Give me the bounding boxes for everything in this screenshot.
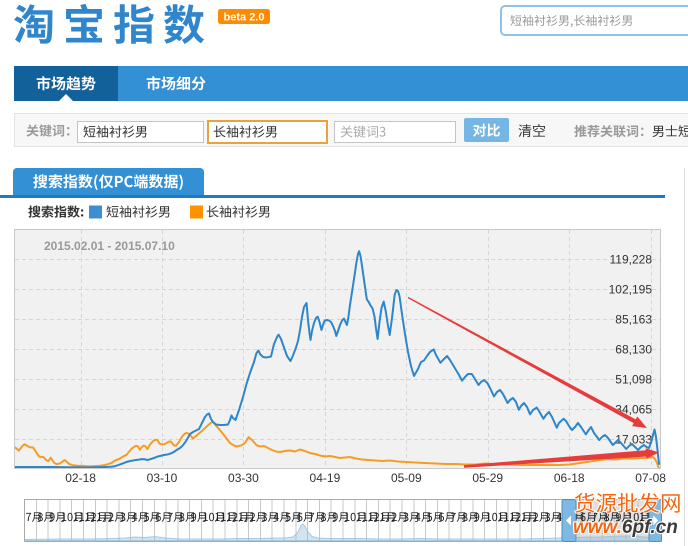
svg-text:07-08: 07-08	[635, 471, 666, 485]
svg-text:02-18: 02-18	[65, 471, 96, 485]
svg-text:beta 2.0: beta 2.0	[224, 12, 265, 24]
svg-text:2015.02.01 - 2015.07.10: 2015.02.01 - 2015.07.10	[44, 239, 175, 253]
svg-text:04-19: 04-19	[310, 471, 341, 485]
svg-text:85,163: 85,163	[615, 313, 652, 327]
svg-text:05-29: 05-29	[472, 471, 503, 485]
svg-text:03-30: 03-30	[228, 471, 259, 485]
svg-text:www.6pf.cn: www.6pf.cn	[573, 517, 678, 538]
svg-text:68,130: 68,130	[615, 343, 652, 357]
svg-text:119,228: 119,228	[610, 253, 653, 267]
svg-text:51,098: 51,098	[615, 373, 652, 387]
svg-text:17,033: 17,033	[615, 433, 652, 447]
svg-text:102,195: 102,195	[609, 283, 653, 297]
svg-text:03-10: 03-10	[147, 471, 178, 485]
svg-text:05-09: 05-09	[391, 471, 422, 485]
svg-text:06-18: 06-18	[554, 471, 585, 485]
svg-text:34,065: 34,065	[615, 403, 652, 417]
